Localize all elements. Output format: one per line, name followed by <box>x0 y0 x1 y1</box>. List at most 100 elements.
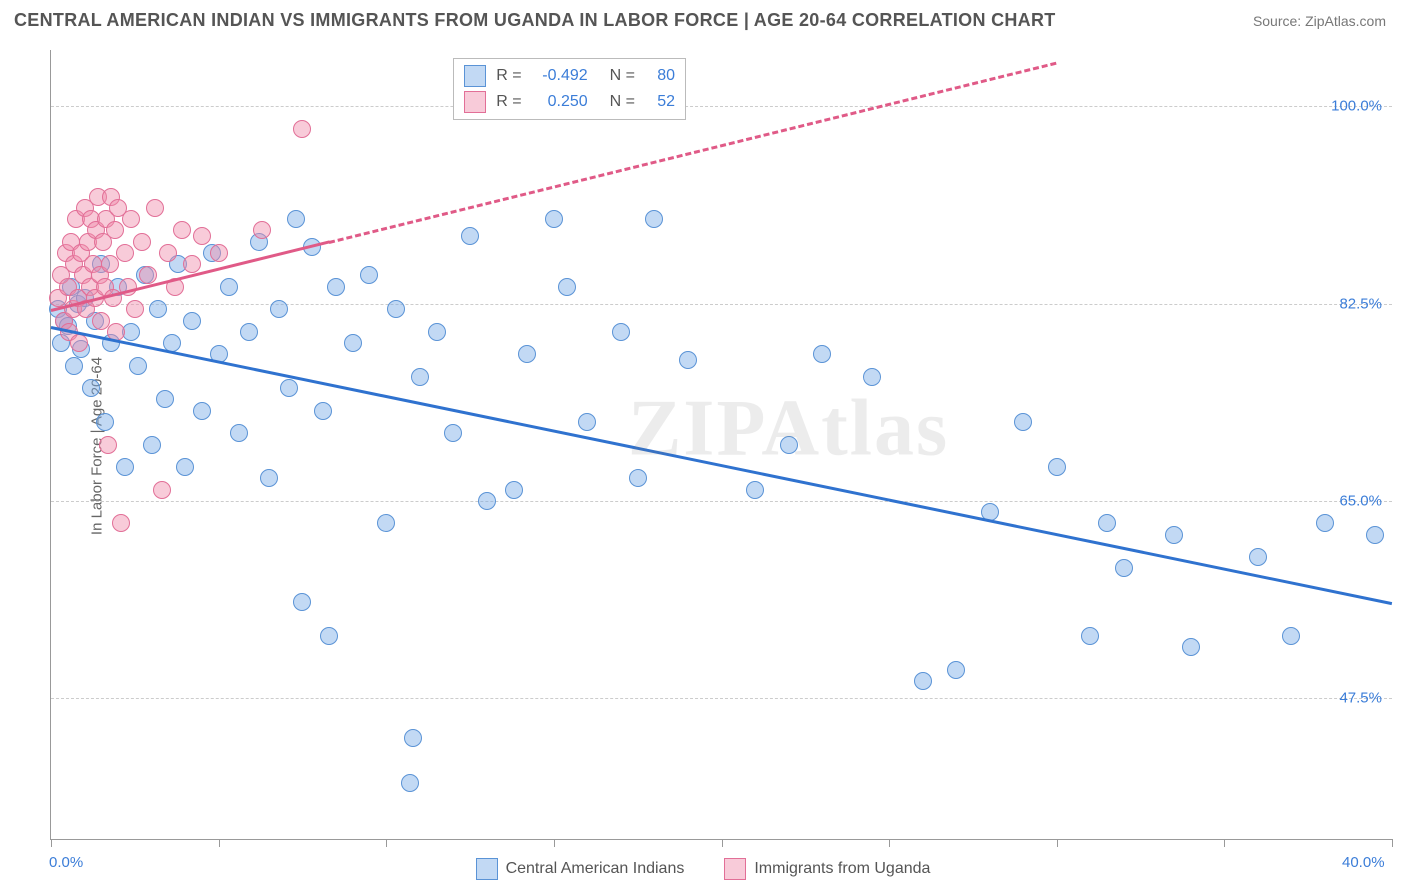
scatter-point <box>220 278 238 296</box>
scatter-point <box>404 729 422 747</box>
scatter-point <box>679 351 697 369</box>
legend-swatch <box>464 91 486 113</box>
scatter-point <box>176 458 194 476</box>
scatter-point <box>1115 559 1133 577</box>
scatter-point <box>106 221 124 239</box>
legend-label: Central American Indians <box>506 860 685 878</box>
scatter-point <box>478 492 496 510</box>
scatter-point <box>461 227 479 245</box>
scatter-point <box>428 323 446 341</box>
scatter-point <box>780 436 798 454</box>
gridline <box>51 501 1392 502</box>
stat-n-value: 80 <box>645 67 675 85</box>
scatter-point <box>230 424 248 442</box>
x-tick <box>219 839 220 847</box>
scatter-point <box>96 413 114 431</box>
scatter-point <box>1165 526 1183 544</box>
scatter-point <box>518 345 536 363</box>
scatter-point <box>287 210 305 228</box>
scatter-point <box>320 627 338 645</box>
x-tick <box>722 839 723 847</box>
scatter-point <box>293 120 311 138</box>
scatter-point <box>146 199 164 217</box>
scatter-point <box>156 390 174 408</box>
scatter-point <box>1249 548 1267 566</box>
chart-container: 47.5%65.0%82.5%100.0%0.0%40.0% ZIPAtlas … <box>50 50 1392 840</box>
x-tick <box>386 839 387 847</box>
y-tick-label: 47.5% <box>1339 690 1382 707</box>
stat-r-value: 0.250 <box>532 93 588 111</box>
scatter-point <box>545 210 563 228</box>
scatter-point <box>1316 514 1334 532</box>
scatter-point <box>210 244 228 262</box>
chart-legend: Central American Indians Immigrants from … <box>0 858 1406 880</box>
scatter-point <box>253 221 271 239</box>
x-tick <box>1392 839 1393 847</box>
stat-r-label: R = <box>496 67 521 85</box>
scatter-point <box>270 300 288 318</box>
scatter-point <box>327 278 345 296</box>
trend-line <box>51 326 1393 605</box>
scatter-point <box>149 300 167 318</box>
scatter-point <box>112 514 130 532</box>
correlation-stats-box: R =-0.492N =80R =0.250N =52 <box>453 58 686 120</box>
legend-item: Central American Indians <box>476 858 685 880</box>
scatter-point <box>122 210 140 228</box>
scatter-point <box>159 244 177 262</box>
scatter-point <box>377 514 395 532</box>
scatter-point <box>173 221 191 239</box>
scatter-point <box>1098 514 1116 532</box>
x-tick <box>1224 839 1225 847</box>
scatter-point <box>1014 413 1032 431</box>
y-tick-label: 82.5% <box>1339 295 1382 312</box>
x-tick <box>889 839 890 847</box>
stat-n-value: 52 <box>645 93 675 111</box>
scatter-point <box>612 323 630 341</box>
legend-swatch <box>476 858 498 880</box>
scatter-point <box>1366 526 1384 544</box>
scatter-point <box>129 357 147 375</box>
scatter-point <box>293 593 311 611</box>
chart-title: CENTRAL AMERICAN INDIAN VS IMMIGRANTS FR… <box>14 10 1056 31</box>
scatter-point <box>914 672 932 690</box>
plot-area: 47.5%65.0%82.5%100.0%0.0%40.0% <box>51 50 1392 839</box>
scatter-point <box>401 774 419 792</box>
chart-header: CENTRAL AMERICAN INDIAN VS IMMIGRANTS FR… <box>0 0 1406 37</box>
scatter-point <box>505 481 523 499</box>
scatter-point <box>558 278 576 296</box>
y-tick-label: 65.0% <box>1339 492 1382 509</box>
scatter-point <box>314 402 332 420</box>
scatter-point <box>65 357 83 375</box>
scatter-point <box>645 210 663 228</box>
scatter-point <box>143 436 161 454</box>
scatter-point <box>126 300 144 318</box>
scatter-point <box>1048 458 1066 476</box>
scatter-point <box>183 312 201 330</box>
scatter-point <box>360 266 378 284</box>
stat-n-label: N = <box>610 67 635 85</box>
scatter-point <box>193 402 211 420</box>
scatter-point <box>153 481 171 499</box>
scatter-point <box>578 413 596 431</box>
y-tick-label: 100.0% <box>1331 98 1382 115</box>
x-tick <box>51 839 52 847</box>
scatter-point <box>116 244 134 262</box>
stats-row: R =-0.492N =80 <box>464 63 675 89</box>
legend-item: Immigrants from Uganda <box>724 858 930 880</box>
scatter-point <box>1182 638 1200 656</box>
chart-source: Source: ZipAtlas.com <box>1253 13 1386 29</box>
scatter-point <box>99 436 117 454</box>
scatter-point <box>444 424 462 442</box>
scatter-point <box>82 379 100 397</box>
scatter-point <box>240 323 258 341</box>
x-tick <box>1057 839 1058 847</box>
legend-swatch <box>724 858 746 880</box>
scatter-point <box>260 469 278 487</box>
legend-swatch <box>464 65 486 87</box>
scatter-point <box>1282 627 1300 645</box>
scatter-point <box>947 661 965 679</box>
x-tick <box>554 839 555 847</box>
scatter-point <box>133 233 151 251</box>
scatter-point <box>139 266 157 284</box>
scatter-point <box>344 334 362 352</box>
